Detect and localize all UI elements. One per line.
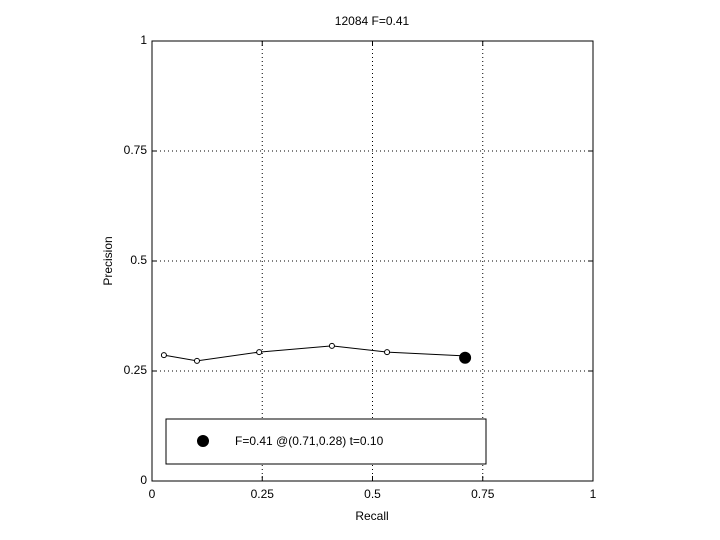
x-tick-label: 0.75 [471,487,495,501]
data-point [256,349,263,356]
y-axis-label: Precision [101,236,115,285]
y-tick-label: 0 [140,473,147,487]
y-tick-label: 0.25 [124,363,148,377]
y-tick-label: 0.5 [130,253,147,267]
x-tick-label: 0.25 [251,487,275,501]
y-tick-label: 0.75 [124,143,148,157]
chart-title: 12084 F=0.41 [335,14,410,28]
data-point [160,352,167,359]
data-point [459,351,472,364]
data-point [193,357,200,364]
series-line [163,345,467,362]
legend-label: F=0.41 @(0.71,0.28) t=0.10 [235,434,384,448]
data-point [384,349,391,356]
plot-frame [151,40,594,482]
x-axis-label: Recall [355,509,388,523]
x-tick-label: 1 [590,487,597,501]
x-tick-label: 0 [149,487,156,501]
data-point [328,342,335,349]
legend-box [165,418,487,465]
y-tick-label: 1 [140,33,147,47]
x-tick-label: 0.5 [364,487,381,501]
legend-marker [197,435,209,447]
